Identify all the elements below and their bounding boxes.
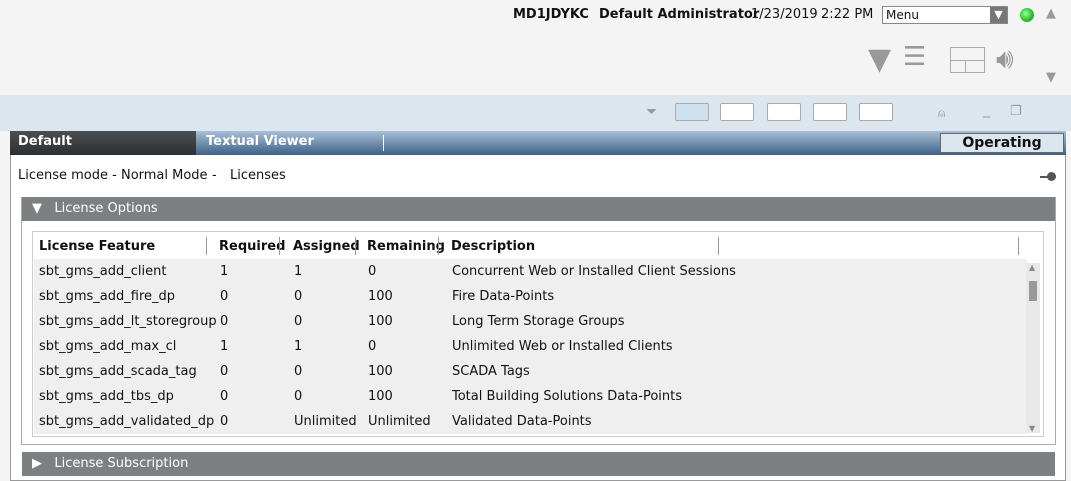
section-title: License Subscription [54,456,189,471]
expanded-triangle-icon: ▼ [32,201,42,216]
menu-label: Menu [886,8,919,22]
table-row[interactable]: sbt_gms_add_max_cl 1 1 0 Unlimited Web or In… [34,334,1027,359]
cell-assigned: Unlimited [294,414,357,429]
cell-feature: sbt_gms_add_max_cl [39,339,177,354]
scroll-down-arrow-icon[interactable]: ▼ [1029,424,1036,433]
col-header-feature[interactable]: License Feature [39,239,156,254]
minimize-icon[interactable]: _ [983,102,990,118]
cell-required: 0 [220,314,229,329]
cell-feature: sbt_gms_add_validated_dp [39,414,215,429]
cell-feature: sbt_gms_add_scada_tag [39,364,197,379]
col-header-remaining[interactable]: Remaining [367,239,445,254]
time: 2:22 PM [821,7,874,22]
cell-feature: sbt_gms_add_tbs_dp [39,389,174,404]
layout-side-button[interactable] [767,103,801,121]
layout-grid-button[interactable] [675,103,709,121]
status-icon [1020,8,1034,22]
operating-button[interactable]: Operating [940,133,1064,153]
tab-default[interactable]: Default [10,131,196,155]
collapse-icon[interactable]: ⏷ [646,104,658,120]
cell-remaining: Unlimited [368,414,431,429]
tab-textual-viewer[interactable]: Textual Viewer [206,134,314,149]
pin-head-icon [1047,172,1056,181]
cell-remaining: 100 [368,314,393,329]
col-header-required[interactable]: Required [219,239,286,254]
date: 1/23/2019 [751,7,818,22]
cell-feature: sbt_gms_add_fire_dp [39,289,176,304]
layout-single-button[interactable] [859,103,893,121]
scroll-down-icon[interactable]: ▼ [1046,70,1056,85]
menu-dropdown[interactable]: Menu ▼ [882,6,1008,24]
filter-icon[interactable]: ▼ [868,42,892,77]
list-play-icon[interactable]: ☰ [903,42,927,72]
layout-split-button[interactable] [720,103,754,121]
cell-required: 0 [220,364,229,379]
cell-required: 0 [220,389,229,404]
cell-description: Concurrent Web or Installed Client Sessi… [452,264,736,279]
cell-required: 1 [220,264,229,279]
license-table: License Feature Required Assigned Remain… [32,231,1044,437]
layout-quad-button[interactable] [813,103,847,121]
cell-required: 0 [220,414,229,429]
cell-required: 1 [220,339,229,354]
scrollbar-thumb[interactable] [1029,281,1037,301]
cell-assigned: 1 [294,264,303,279]
license-mode: License mode - Normal Mode [18,168,208,183]
cell-assigned: 0 [294,314,303,329]
speaker-icon[interactable]: 🔊︎ [996,42,1014,75]
cell-description: Long Term Storage Groups [452,314,625,329]
cell-description: Validated Data-Points [452,414,592,429]
cell-assigned: 1 [294,339,303,354]
table-row[interactable]: sbt_gms_add_validated_dp 0 Unlimited Unlimi… [34,409,1027,434]
section-title: License Options [54,201,158,216]
col-header-description[interactable]: Description [451,239,536,254]
cell-remaining: 100 [368,289,393,304]
cell-remaining: 0 [368,339,377,354]
cell-assigned: 0 [294,389,303,404]
cell-feature: sbt_gms_add_client [39,264,167,279]
cell-description: SCADA Tags [452,364,530,379]
license-subscription-header[interactable]: ▶ License Subscription [22,452,1055,476]
table-row[interactable]: sbt_gms_add_tbs_dp 0 0 100 Total Building So… [34,384,1027,409]
layout-icon[interactable] [950,47,985,73]
restore-icon[interactable]: ❐ [1010,104,1022,119]
user-name: Default Administrator [599,7,760,22]
cell-feature: sbt_gms_add_lt_storegroup [39,314,217,329]
table-row[interactable]: sbt_gms_add_client 1 1 0 Concurrent Web or I… [34,259,1027,284]
breadcrumb-separator: - [212,168,217,183]
cell-required: 0 [220,289,229,304]
cell-assigned: 0 [294,289,303,304]
host-name: MD1JDYKC [513,7,589,22]
breadcrumb-page: Licenses [230,168,286,183]
table-row[interactable]: sbt_gms_add_lt_storegroup 0 0 100 Long Term … [34,309,1027,334]
cell-remaining: 0 [368,264,377,279]
table-scrollbar[interactable]: ▲ ▼ [1026,263,1040,433]
chevron-down-icon: ▼ [990,7,1007,23]
scroll-up-icon[interactable]: ▲ [1046,6,1056,21]
lock-icon[interactable]: ⍝ [938,106,946,120]
cell-description: Total Building Solutions Data-Points [452,389,683,404]
cell-description: Unlimited Web or Installed Clients [452,339,673,354]
col-header-assigned[interactable]: Assigned [293,239,360,254]
license-options-header[interactable]: ▼ License Options [22,197,1055,221]
table-row[interactable]: sbt_gms_add_fire_dp 0 0 100 Fire Data-Points [34,284,1027,309]
cell-remaining: 100 [368,364,393,379]
table-row[interactable]: sbt_gms_add_scada_tag 0 0 100 SCADA Tags [34,359,1027,384]
scroll-up-arrow-icon[interactable]: ▲ [1029,263,1036,272]
layout-toolbar [0,95,1071,131]
collapsed-triangle-icon: ▶ [32,456,42,471]
cell-assigned: 0 [294,364,303,379]
tab-divider [383,135,384,151]
cell-remaining: 100 [368,389,393,404]
cell-description: Fire Data-Points [452,289,555,304]
